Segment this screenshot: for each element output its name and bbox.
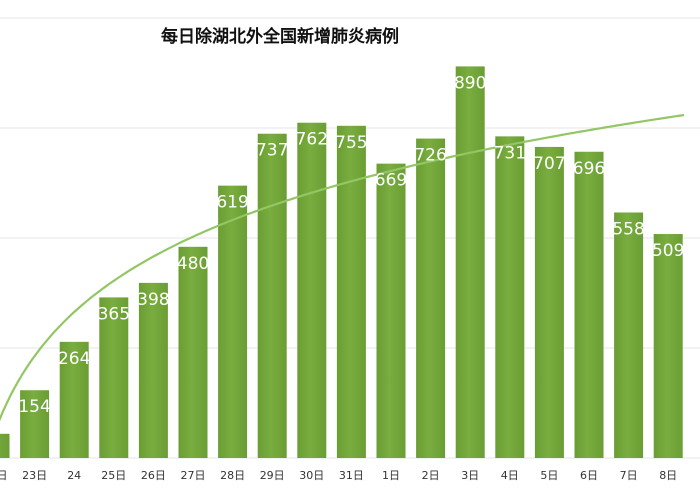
bar-10	[336, 125, 366, 459]
bar-12	[416, 138, 446, 458]
bar-6	[178, 246, 208, 458]
chart-title: 每日除湖北外全国新增肺炎病例	[161, 26, 399, 47]
x-tick-label-12: 2日	[422, 469, 440, 482]
data-label-3: 264	[58, 349, 90, 369]
x-tick-label-5: 26日	[141, 469, 166, 482]
data-label-6: 480	[177, 254, 209, 274]
bars	[0, 66, 683, 459]
x-tick-label-10: 31日	[339, 469, 364, 482]
data-label-4: 365	[98, 304, 130, 324]
bar-1	[0, 433, 10, 458]
data-label-15: 707	[533, 154, 565, 174]
x-tick-label-7: 28日	[220, 469, 245, 482]
bar-5	[138, 282, 168, 458]
x-tick-label-2: 23日	[22, 469, 47, 482]
trendline	[0, 113, 685, 422]
bar-7	[218, 185, 248, 458]
x-tick-label-6: 27日	[181, 469, 206, 482]
x-tick-label-18: 8日	[659, 469, 677, 482]
bar-2	[20, 390, 50, 458]
data-label-16: 696	[573, 159, 605, 179]
x-tick-label-13: 3日	[461, 469, 479, 482]
bar-18	[653, 234, 683, 458]
x-tick-label-11: 1日	[382, 469, 400, 482]
data-label-5: 398	[137, 290, 169, 310]
bar-4	[99, 297, 129, 458]
x-tick-label-15: 5日	[540, 469, 558, 482]
x-tick-label-3: 24	[67, 469, 81, 482]
data-label-13: 890	[454, 73, 486, 93]
data-label-17: 558	[612, 219, 644, 239]
data-label-18: 509	[652, 241, 684, 261]
data-label-12: 726	[414, 146, 446, 166]
bar-11	[376, 163, 406, 458]
data-labels: 154 264 365 398 480 619 737 762 755 669 726 890 731 7…	[18, 73, 684, 417]
x-tick-labels: 22日 23日 24 25日 26日 27日 28日 29日 30日 31日 1日 2日 3日 4日 5日 6…	[0, 469, 677, 482]
bar-8	[257, 133, 287, 458]
data-label-7: 619	[216, 193, 248, 213]
bar-17	[614, 212, 644, 458]
x-tick-label-17: 7日	[620, 469, 638, 482]
data-label-11: 669	[375, 171, 407, 191]
bar-14	[495, 136, 525, 459]
data-label-2: 154	[18, 397, 50, 417]
x-tick-label-16: 6日	[580, 469, 598, 482]
trendline-group	[0, 113, 685, 422]
x-tick-label-9: 30日	[299, 469, 324, 482]
data-label-10: 755	[335, 133, 367, 153]
x-tick-label-1: 22日	[0, 469, 8, 482]
bar-3	[59, 341, 89, 458]
bar-16	[574, 151, 604, 458]
x-tick-label-4: 25日	[101, 469, 126, 482]
bar-13	[455, 66, 485, 459]
bar-9	[297, 122, 327, 458]
data-label-9: 762	[296, 130, 328, 150]
x-tick-label-8: 29日	[260, 469, 285, 482]
data-label-8: 737	[256, 141, 288, 161]
x-tick-label-14: 4日	[501, 469, 519, 482]
bar-15	[534, 146, 564, 459]
data-label-14: 731	[494, 143, 526, 163]
